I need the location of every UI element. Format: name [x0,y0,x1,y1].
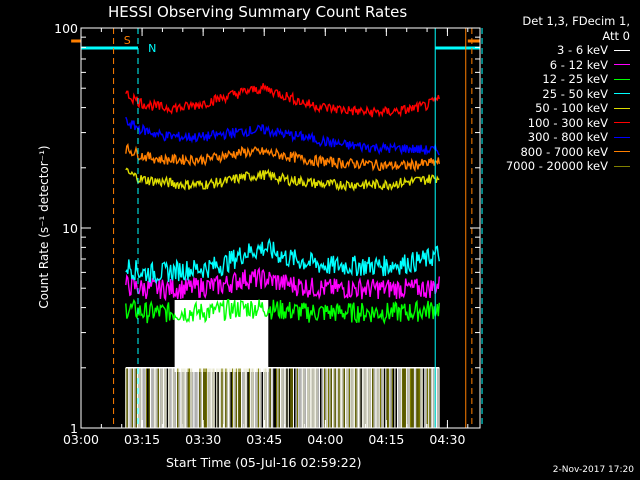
legend-item: 25 - 50 keV [470,87,630,102]
legend-swatch [614,165,630,167]
legend-item-label: 25 - 50 keV [542,86,608,101]
trace-line [125,298,440,325]
legend-swatch [614,78,630,80]
legend-header-line-1: Det 1,3, FDecim 1, [522,14,630,29]
legend-item-label: 12 - 25 keV [542,72,608,87]
trace-line [125,143,440,173]
legend-item-label: 50 - 100 keV [535,101,608,116]
axes-ticks: 03:00 03:15 03:30 03:45 04:00 04:15 04:30 1 10 10… [54,21,480,447]
y-axis-label: Count Rate (s⁻¹ detector⁻¹) [37,145,51,309]
legend-swatch [614,151,630,153]
legend-swatch [614,136,630,138]
legend-swatch [614,107,630,109]
legend-header-line-2: Att 0 [602,28,630,43]
flag-N-label: N [148,42,156,55]
y-tick-label: 10 [62,221,78,236]
legend-item: 300 - 800 keV [470,130,630,145]
legend-item: 100 - 300 keV [470,116,630,131]
footer-timestamp: 2-Nov-2017 17:20 [552,465,634,475]
legend-swatch [614,64,630,66]
legend-swatch [614,49,630,51]
legend-item: 50 - 100 keV [470,101,630,116]
legend: Det 1,3, FDecim 1, Att 0 3 - 6 keV 6 - 12… [470,14,630,174]
series-6-12-kev [125,266,440,302]
y-tick-label: 1 [70,421,78,436]
x-tick-label: 04:00 [307,432,343,447]
legend-item: 3 - 6 keV [470,43,630,58]
trace-line [125,167,440,192]
x-tick-label: 03:30 [185,432,221,447]
series-group [125,83,440,428]
x-tick-label: 03:45 [246,432,282,447]
series-300-800-kev [125,116,440,156]
legend-item: 7000 - 20000 keV [470,159,630,174]
legend-item-label: 6 - 12 keV [549,57,608,72]
x-tick-label: 04:30 [429,432,465,447]
x-axis-label: Start Time (05-Jul-16 02:59:22) [166,455,362,470]
flag-S-label: S [124,34,131,47]
legend-item: 12 - 25 keV [470,72,630,87]
legend-item: 6 - 12 keV [470,58,630,73]
legend-swatch [614,93,630,95]
trace-line [125,83,440,118]
series-800-7000-kev [125,143,440,173]
trace-line [125,237,440,285]
legend-item-label: 3 - 6 keV [557,43,608,58]
trace-line [125,116,440,156]
chart-title: HESSI Observing Summary Count Rates [108,3,408,21]
x-tick-label: 03:15 [124,432,160,447]
trace-line [125,266,440,302]
legend-swatch [614,122,630,124]
legend-item-label: 100 - 300 keV [527,115,608,130]
x-tick-label: 03:00 [63,432,99,447]
series-12-25-kev [125,298,440,325]
legend-item: 800 - 7000 keV [470,145,630,160]
series-100-300-kev [125,83,440,118]
series-25-50-kev [125,237,440,285]
legend-item-label: 7000 - 20000 keV [505,159,608,174]
legend-item-label: 300 - 800 keV [527,130,608,145]
legend-item-label: 800 - 7000 keV [520,144,608,159]
series-3-6-kev [125,367,440,428]
series-50-100-kev [125,167,440,192]
x-tick-label: 04:15 [368,432,404,447]
y-tick-label: 100 [54,21,78,36]
